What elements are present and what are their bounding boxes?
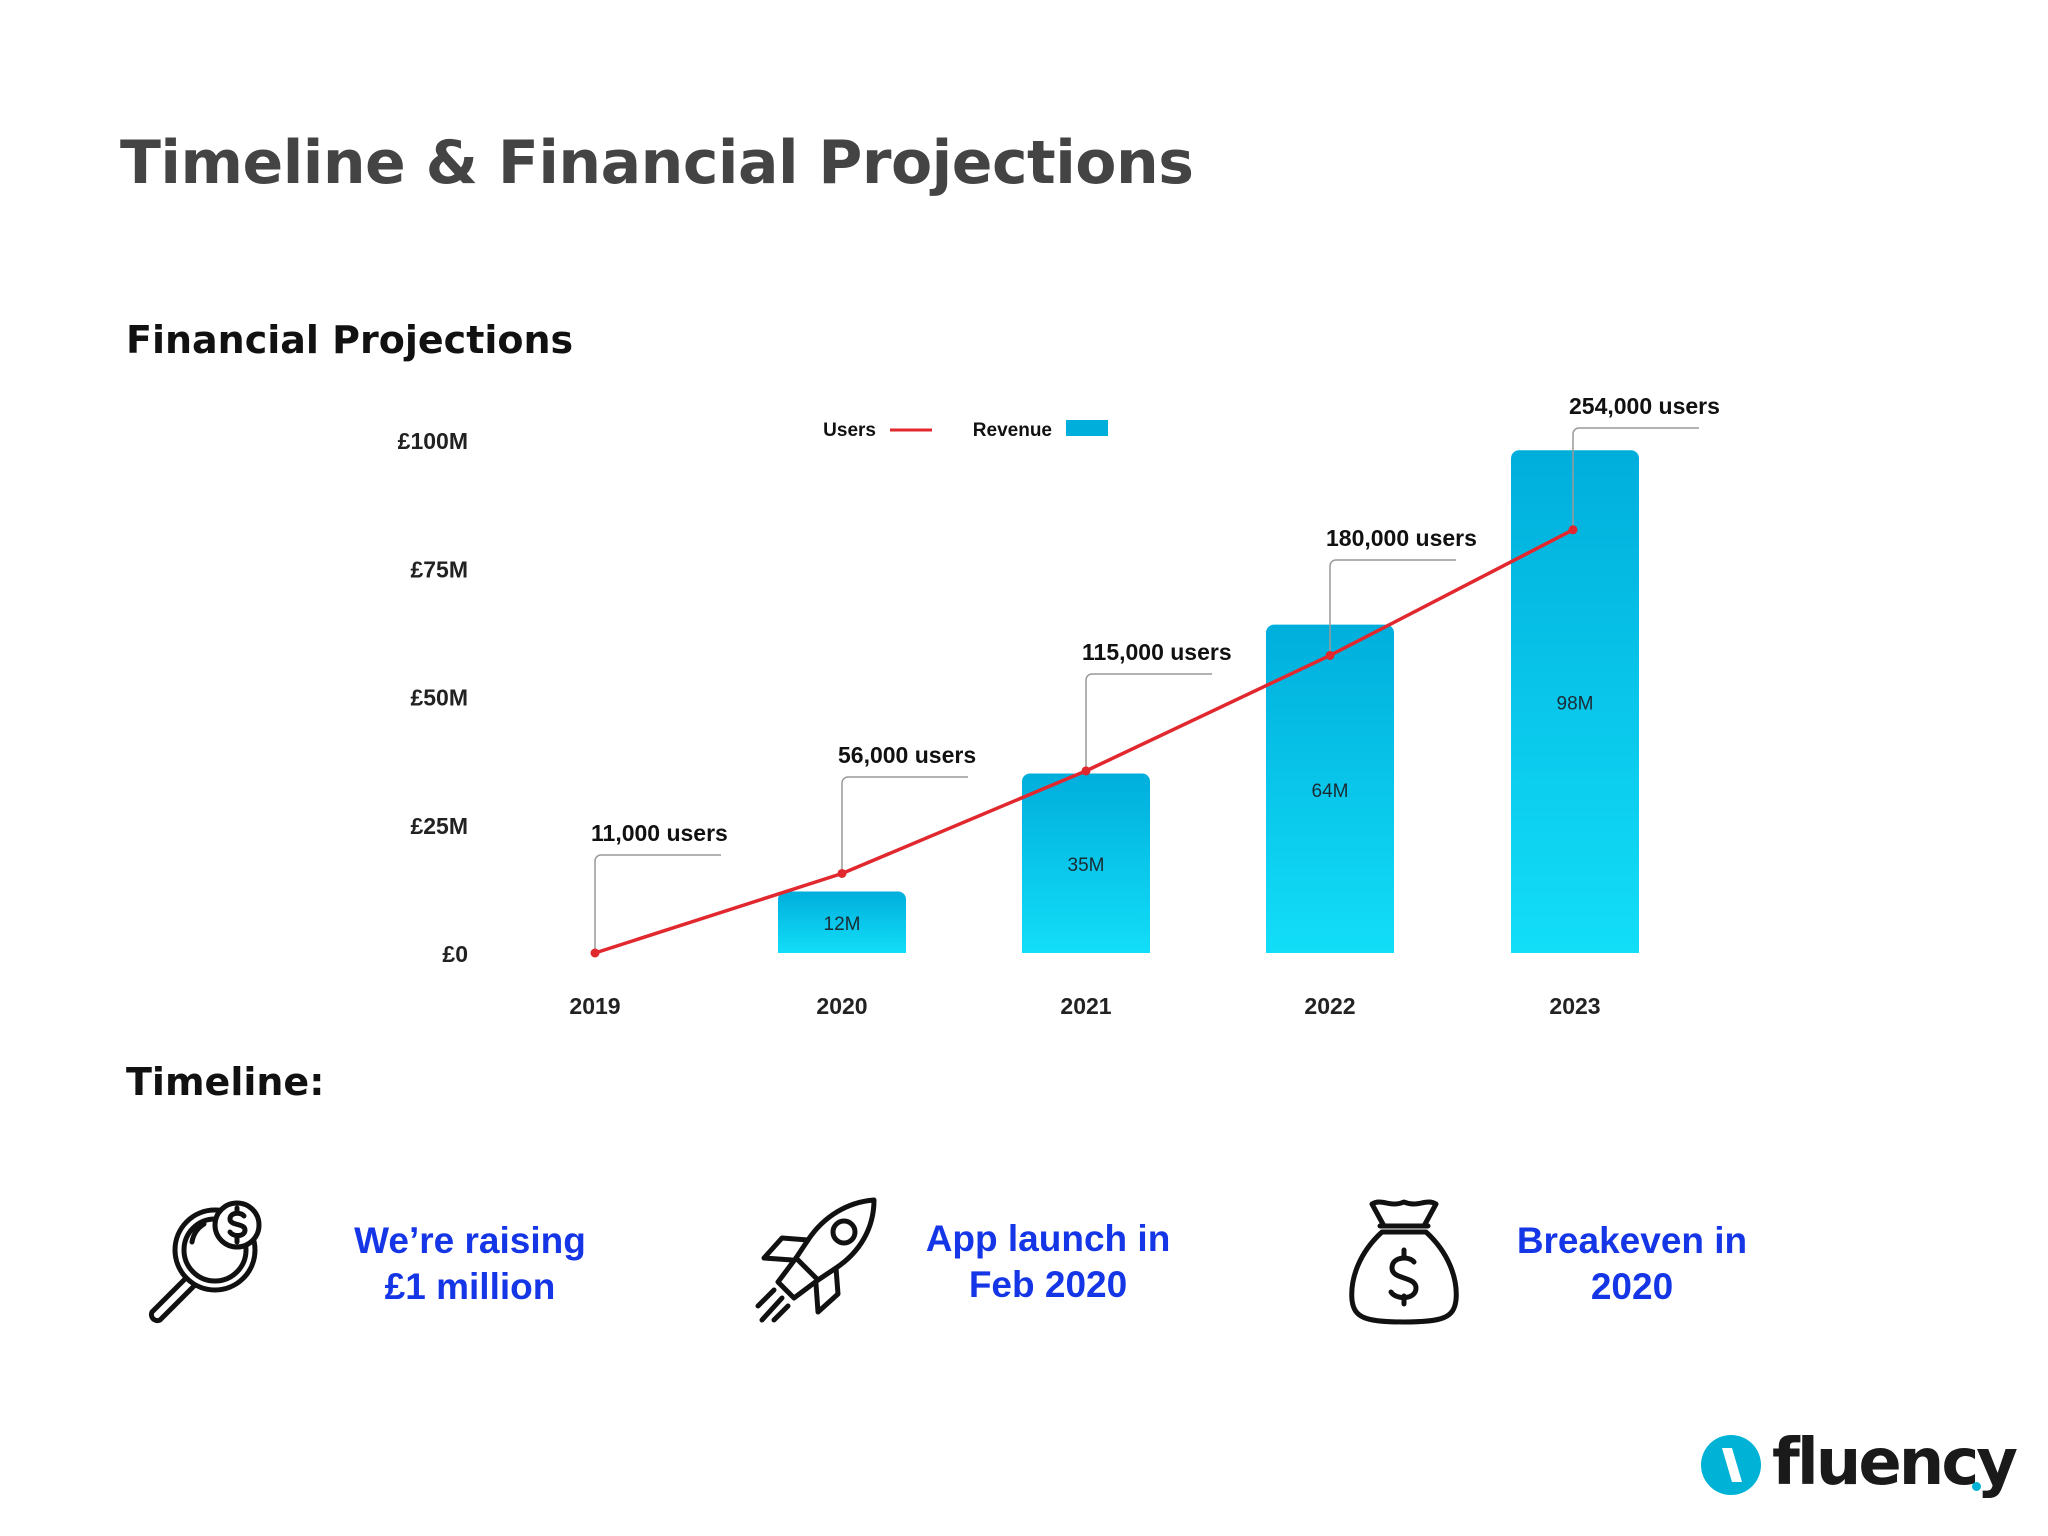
- fluency-logo-mark: [1701, 1435, 1761, 1495]
- revenue-bar-label: 35M: [1068, 855, 1105, 876]
- user-callout-leader: [1572, 427, 1699, 530]
- users-line-series: [590, 525, 1578, 958]
- user-callout-label: 56,000 users: [838, 742, 976, 768]
- revenue-bar-label: 98M: [1557, 694, 1594, 715]
- users-point: [1081, 766, 1091, 776]
- y-tick-label: £75M: [410, 556, 468, 582]
- user-callout-leader: [841, 776, 968, 874]
- magnifier-dollar-icon: [148, 1200, 262, 1324]
- timeline-heading: Timeline:: [126, 1060, 325, 1104]
- timeline-launch-line1: App launch in: [925, 1218, 1171, 1259]
- x-axis: 2019 2020 2021 2022 2023: [569, 993, 1600, 1019]
- financial-chart: £0 £25M £50M £75M £100M 12M 35M 64M 98M 11,000 …: [398, 393, 1720, 1019]
- rocket-icon: [755, 1197, 877, 1323]
- timeline-breakeven-line1: Breakeven in: [1516, 1220, 1748, 1261]
- revenue-bar: [1266, 624, 1394, 953]
- timeline-launch-line2: Feb 2020: [968, 1264, 1128, 1305]
- users-point: [590, 948, 600, 958]
- x-tick-label: 2023: [1549, 993, 1600, 1019]
- users-point: [1325, 650, 1335, 660]
- chart-legend: Users Revenue: [823, 420, 1108, 441]
- user-callout-label: 115,000 users: [1082, 639, 1232, 665]
- y-tick-label: £100M: [398, 428, 468, 454]
- user-callout-leader: [594, 854, 721, 953]
- page-title: Timeline & Financial Projections: [120, 128, 1194, 198]
- user-callouts: 11,000 users 56,000 users 115,000 users 180…: [591, 393, 1720, 953]
- financial-projections-heading: Financial Projections: [126, 318, 574, 362]
- x-tick-label: 2022: [1304, 993, 1355, 1019]
- x-tick-label: 2019: [569, 993, 620, 1019]
- y-tick-label: £25M: [410, 813, 468, 839]
- revenue-bars: 12M 35M 64M 98M: [778, 450, 1639, 953]
- timeline-breakeven-line2: 2020: [1590, 1266, 1674, 1307]
- revenue-bar-label: 12M: [824, 914, 861, 935]
- legend-users-label: Users: [823, 420, 876, 441]
- x-tick-label: 2021: [1060, 993, 1111, 1019]
- timeline-raising-line2: £1 million: [384, 1266, 556, 1307]
- y-tick-label: £0: [442, 941, 468, 967]
- revenue-bar: [1511, 450, 1639, 953]
- legend-revenue-swatch: [1066, 420, 1108, 436]
- revenue-bar-label: 64M: [1312, 781, 1349, 802]
- y-tick-label: £50M: [410, 685, 468, 711]
- timeline-raising-line1: We’re raising: [354, 1220, 586, 1261]
- brand-dot: [1972, 1482, 1981, 1491]
- y-axis: £0 £25M £50M £75M £100M: [398, 428, 468, 967]
- user-callout-label: 180,000 users: [1326, 525, 1477, 551]
- users-point: [1568, 525, 1578, 535]
- revenue-bar: [778, 891, 906, 953]
- x-tick-label: 2020: [816, 993, 867, 1019]
- money-bag-icon: [1349, 1199, 1459, 1325]
- fluency-logo: fluency: [1700, 1426, 2018, 1506]
- user-callout-leader: [1329, 559, 1456, 656]
- legend-revenue-label: Revenue: [973, 420, 1052, 441]
- user-callout-leader: [1085, 673, 1212, 771]
- user-callout-label: 11,000 users: [591, 820, 728, 846]
- user-callout-label: 254,000 users: [1569, 393, 1720, 419]
- users-point: [837, 868, 847, 878]
- revenue-bar: [1022, 773, 1150, 953]
